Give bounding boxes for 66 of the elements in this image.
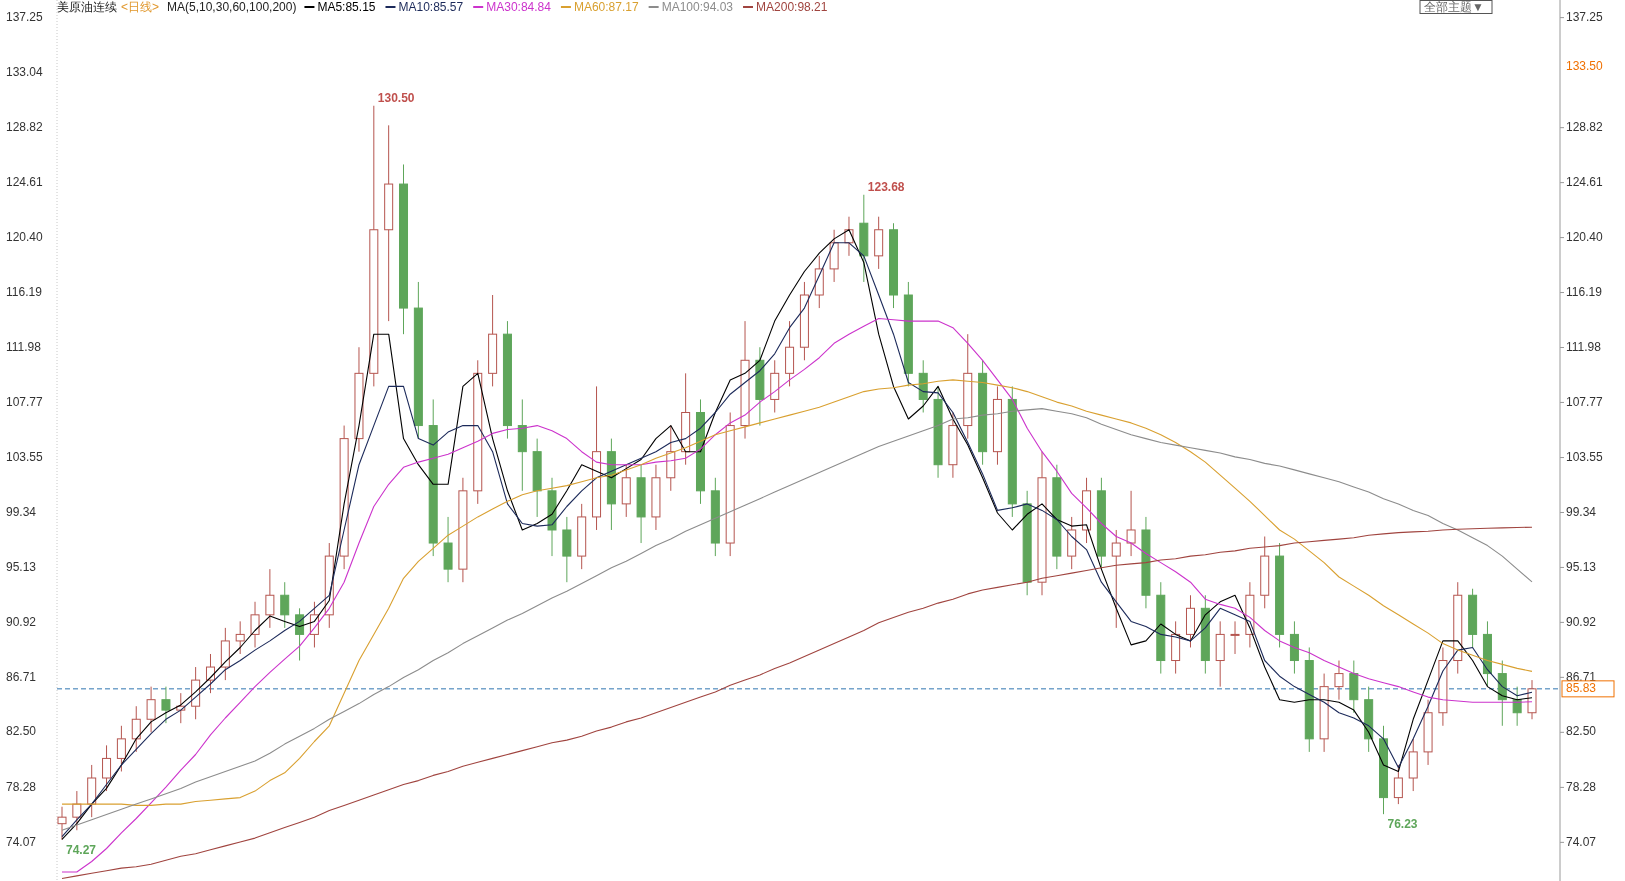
candlestick — [161, 686, 171, 724]
text: 133.50 — [1566, 58, 1604, 73]
legend-title: MA(5,10,30,60,100,200) — [167, 0, 297, 14]
candlestick — [131, 705, 141, 753]
y2-tick-label: 74.07 — [1566, 834, 1597, 849]
candlestick — [205, 653, 215, 694]
candlestick — [280, 581, 290, 629]
y-tick-label: 107.77 — [6, 394, 44, 409]
legend-label: MA60:87.17 — [573, 0, 639, 14]
candlestick — [72, 790, 82, 831]
y-tick-label: 90.92 — [6, 614, 37, 629]
y2-tick-label: 103.55 — [1566, 449, 1604, 464]
y-tick-label: 116.19 — [6, 284, 43, 299]
y2-tick-label: 116.19 — [1566, 284, 1603, 299]
candlestick — [1230, 620, 1240, 655]
y-tick-label: 111.98 — [6, 339, 42, 354]
y2-tick-label: 86.71 — [1566, 669, 1597, 684]
y-tick-label: 120.40 — [6, 229, 44, 244]
candlestick — [1393, 764, 1403, 805]
y2-tick-label: 124.61 — [1566, 174, 1604, 189]
annotation: 全部主题▼ — [1424, 0, 1484, 14]
y2-tick-label: 95.13 — [1566, 559, 1597, 574]
y2-tick-label: 137.25 — [1566, 9, 1604, 24]
annotation: 123.68 — [867, 179, 905, 194]
candlestick — [1527, 679, 1537, 720]
legend-label: MA10:85.57 — [398, 0, 464, 14]
y-tick-label: 124.61 — [6, 174, 44, 189]
y-tick-label: 137.25 — [6, 9, 44, 24]
chart-title: 美原油连续 — [57, 0, 117, 14]
legend-label: MA100:94.03 — [661, 0, 734, 14]
y2-tick-label: 107.77 — [1566, 394, 1604, 409]
y2-tick-label: 82.50 — [1566, 724, 1597, 739]
y2-tick-label: 111.98 — [1566, 339, 1602, 354]
legend-label: MA30:84.84 — [486, 0, 552, 14]
y-tick-label: 95.13 — [6, 559, 37, 574]
candlestick — [116, 725, 126, 772]
y2-tick-label: 78.28 — [1566, 779, 1597, 794]
candlestick — [250, 601, 260, 648]
line-series — [61, 526, 1533, 880]
candlestick — [1111, 529, 1121, 629]
y-tick-label: 86.71 — [6, 669, 37, 684]
y-tick-label: 133.04 — [6, 64, 44, 79]
y-tick-label: 74.07 — [6, 834, 37, 849]
y2-tick-label: 128.82 — [1566, 119, 1604, 134]
candlestick — [1126, 490, 1136, 557]
candlestick — [57, 806, 67, 841]
annotation: 76.23 — [1387, 817, 1418, 832]
ref-line-label: 85.83 — [1566, 681, 1597, 696]
y-tick-label: 78.28 — [6, 779, 37, 794]
y-tick-label: 99.34 — [6, 504, 37, 519]
legend-label: MA200:98.21 — [756, 0, 828, 14]
candlestick — [1334, 660, 1344, 701]
candlestick — [146, 686, 156, 733]
candlestick — [102, 744, 112, 792]
y2-tick-label: 120.40 — [1566, 229, 1604, 244]
annotation: 130.50 — [377, 90, 415, 105]
candlestick — [235, 620, 245, 655]
legend-label: MA5:85.15 — [317, 0, 376, 14]
annotation: 74.27 — [66, 842, 97, 857]
y-tick-label: 128.82 — [6, 119, 44, 134]
candlestick — [265, 568, 275, 629]
y2-tick-label: 90.92 — [1566, 614, 1597, 629]
chart-subtitle: <日线> — [121, 0, 160, 14]
y-tick-label: 82.50 — [6, 724, 37, 739]
y-tick-label: 103.55 — [6, 449, 44, 464]
y2-tick-label: 99.34 — [1566, 504, 1597, 519]
